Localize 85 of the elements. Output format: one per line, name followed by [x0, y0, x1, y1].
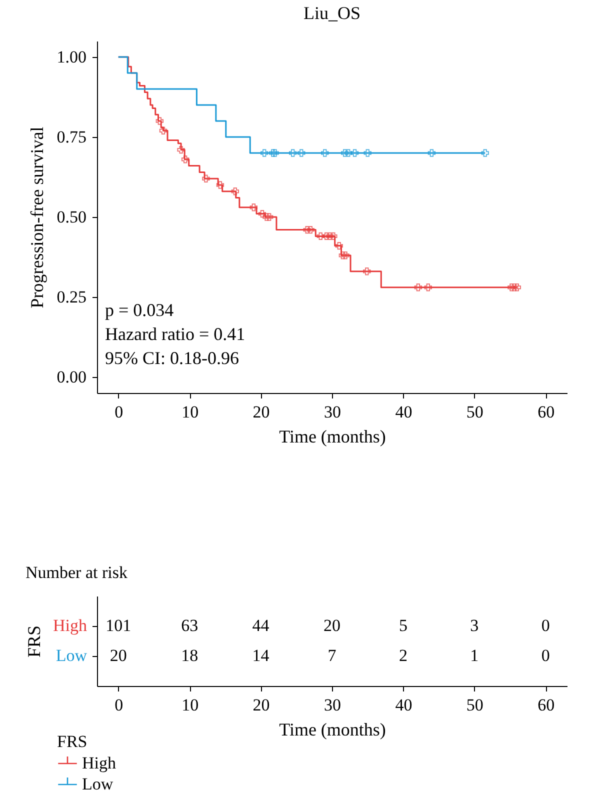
point	[340, 149, 349, 157]
point	[363, 268, 371, 276]
data-label: 20	[324, 616, 340, 635]
point	[414, 284, 422, 292]
x-tick-label: 40	[395, 696, 412, 714]
data-label: 14	[252, 646, 270, 665]
data-label: 0	[541, 616, 550, 635]
annotation: 95% CI: 0.18-0.96	[105, 348, 239, 368]
point	[258, 210, 266, 218]
point	[322, 232, 330, 240]
x-tick-label: 50	[466, 402, 484, 422]
point	[288, 149, 297, 157]
data-label: 20	[110, 646, 127, 665]
x-tick-label: 60	[538, 402, 555, 422]
point	[202, 174, 210, 182]
x-tick-label: 20	[252, 696, 270, 714]
x-axis-title: Time (months)	[279, 720, 386, 740]
x-tick-label: 0	[114, 696, 124, 714]
point	[508, 284, 516, 292]
data-label: 1	[470, 646, 479, 665]
x-tick-label: 50	[466, 696, 484, 714]
point	[513, 284, 522, 292]
data-label: 0	[541, 646, 550, 665]
point	[321, 149, 329, 157]
point	[298, 149, 306, 157]
data-label: 5	[398, 616, 408, 635]
point	[510, 284, 518, 292]
x-axis-title: Time (months)	[279, 426, 386, 446]
point	[481, 149, 489, 157]
x-tick-label: 60	[538, 696, 555, 714]
point	[303, 226, 311, 234]
point	[262, 213, 270, 221]
annotation: p = 0.034	[105, 300, 174, 320]
data-label: 7	[328, 646, 337, 665]
point	[177, 146, 185, 154]
data-label: 101	[106, 616, 132, 635]
data-label: 63	[181, 616, 198, 635]
point	[250, 204, 258, 212]
point	[428, 149, 436, 157]
y-tick-label: 0.75	[56, 128, 86, 146]
legend-label: High	[82, 754, 116, 772]
point	[364, 149, 372, 157]
x-tick-label: 20	[252, 402, 270, 422]
x-tick-label: 30	[324, 402, 341, 422]
legend-title: FRS	[57, 732, 88, 751]
x-tick-label: 30	[324, 696, 341, 714]
data-label: 44	[252, 616, 270, 635]
data-label: 3	[470, 616, 479, 635]
legend-label: Low	[82, 774, 114, 794]
point	[216, 181, 224, 189]
point	[271, 149, 279, 157]
x-tick-label: 10	[182, 402, 199, 422]
y-tick-label: 0.50	[56, 208, 86, 226]
point	[181, 156, 190, 164]
point	[330, 232, 338, 240]
y-tick-label: 0.25	[56, 288, 86, 306]
point	[316, 232, 324, 240]
y-tick-label: 1.00	[56, 48, 86, 66]
point	[338, 252, 347, 260]
y-tick-label: 0.00	[56, 368, 86, 386]
point	[424, 284, 432, 292]
x-tick-label: 40	[395, 402, 412, 422]
point	[344, 149, 352, 157]
point	[350, 149, 359, 157]
data-label: 2	[398, 646, 408, 665]
chart-title: Number at risk	[26, 563, 128, 582]
point	[156, 117, 164, 125]
point	[342, 252, 350, 260]
point	[306, 226, 314, 234]
point	[231, 188, 240, 196]
x-tick-label: 10	[182, 696, 199, 714]
annotation: Hazard ratio = 0.41	[105, 324, 246, 344]
point	[265, 213, 274, 221]
point	[159, 126, 168, 134]
chart-title: Liu_OS	[303, 3, 361, 23]
y-tick-label: Low	[56, 646, 88, 665]
x-tick-label: 0	[114, 402, 124, 422]
point	[335, 242, 343, 250]
y-axis-title: Progression-free survival	[26, 126, 47, 308]
point	[269, 149, 277, 157]
point	[260, 149, 268, 157]
y-tick-label: High	[53, 616, 88, 635]
y-axis-title: FRS	[24, 625, 44, 658]
point	[326, 232, 334, 240]
data-label: 18	[181, 646, 198, 665]
